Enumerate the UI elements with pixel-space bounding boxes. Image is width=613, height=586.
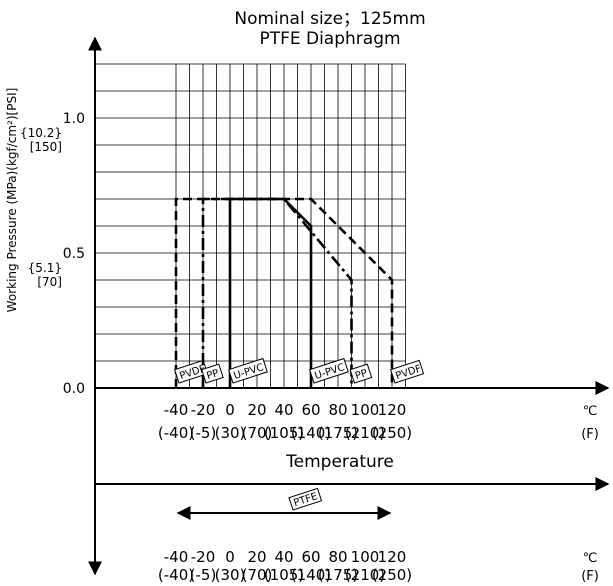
series-tag-pp: PP xyxy=(205,368,220,382)
series-line-pvdf xyxy=(174,197,394,388)
series-tag-box xyxy=(228,357,268,384)
x-tick-f: (30) xyxy=(215,566,246,584)
x-tick-f: (105) xyxy=(264,424,304,442)
x-tick-c: 0 xyxy=(225,548,235,566)
y-tick-kgf: {10.2} xyxy=(20,126,62,140)
series-tag-box xyxy=(309,357,349,384)
x-tick-c: 100 xyxy=(351,548,380,566)
chart-subtitle: PTFE Diaphragm xyxy=(259,29,400,49)
x-tick-c: 80 xyxy=(328,401,347,419)
x-tick-f: (250) xyxy=(372,566,412,584)
x-tick-f: (70) xyxy=(242,424,273,442)
x-tick-c: 40 xyxy=(274,401,293,419)
x-tick-f: (-40) xyxy=(158,566,194,584)
y-axis-label: Working Pressure (MPa)(kgf/cm²)[PSI] xyxy=(5,88,19,313)
chart-title: Nominal size；125mm xyxy=(234,9,425,29)
x-tick-c: 80 xyxy=(328,548,347,566)
x-unit-c: ℃ xyxy=(583,551,598,566)
series-tag-box xyxy=(174,359,209,384)
x-tick-f: (30) xyxy=(215,424,246,442)
x-tick-f: (175) xyxy=(318,424,358,442)
x-tick-labels: -40 -20 0 20 40 60 80 100120(-40)(-5)(30)(70)(1… xyxy=(158,401,599,442)
ptfe-tag-box xyxy=(288,487,323,511)
series-line-pp xyxy=(201,197,353,388)
x-tick-f: (-40) xyxy=(158,424,194,442)
y-tick-labels: 0.0 0.5{5.1}[70] 1.0{10.2}[150] xyxy=(20,111,85,397)
x-tick-f: (210) xyxy=(345,424,385,442)
x-tick-f: (175) xyxy=(318,566,358,584)
x-tick-c: 120 xyxy=(378,548,407,566)
x-tick-c: 120 xyxy=(378,401,407,419)
x-tick-c: -20 xyxy=(191,401,216,419)
x-tick-f: (-5) xyxy=(190,424,217,442)
x-tick-f: (105) xyxy=(264,566,304,584)
x-tick-c: 20 xyxy=(247,401,266,419)
x-tick-labels-bottom: -40 -20 0 20 40 60 80 100120(-40)(-5)(30)(70)(1… xyxy=(158,548,599,584)
x-axis-label: Temperature xyxy=(285,452,394,472)
y-tick-label: 0.0 xyxy=(63,381,85,397)
series-tag-box xyxy=(349,363,373,384)
x-tick-f: (210) xyxy=(345,566,385,584)
x-unit-f: (F) xyxy=(581,569,599,584)
y-tick-label: 1.0 xyxy=(63,111,85,127)
series-tag-box xyxy=(201,363,224,384)
x-tick-c: 100 xyxy=(351,401,380,419)
series-tag-pvdf: PVDF xyxy=(394,363,423,382)
x-tick-c: 60 xyxy=(301,548,320,566)
x-tick-f: (140) xyxy=(291,424,331,442)
series-tag-pp: PP xyxy=(354,368,369,382)
x-tick-c: 0 xyxy=(225,401,235,419)
series-tag-box xyxy=(390,359,425,384)
series-line-u-pvc xyxy=(228,197,313,388)
y-tick-label: 0.5 xyxy=(63,246,85,262)
ptfe-range-bar: PTFE xyxy=(176,487,392,520)
x-tick-c: -20 xyxy=(191,548,216,566)
x-tick-f: (-5) xyxy=(190,566,217,584)
x-tick-c: 40 xyxy=(274,548,293,566)
x-unit-f: (F) xyxy=(581,427,599,442)
x-tick-c: -40 xyxy=(164,548,189,566)
x-tick-f: (140) xyxy=(291,566,331,584)
x-tick-f: (250) xyxy=(372,424,412,442)
x-unit-c: ℃ xyxy=(583,404,598,419)
x-tick-c: 20 xyxy=(247,548,266,566)
y-tick-psi: [70] xyxy=(37,275,62,289)
y-tick-psi: [150] xyxy=(30,140,62,154)
grid xyxy=(95,63,406,388)
x-tick-c: -40 xyxy=(164,401,189,419)
y-tick-kgf: {5.1} xyxy=(28,261,62,275)
x-tick-c: 60 xyxy=(301,401,320,419)
x-tick-f: (70) xyxy=(242,566,273,584)
